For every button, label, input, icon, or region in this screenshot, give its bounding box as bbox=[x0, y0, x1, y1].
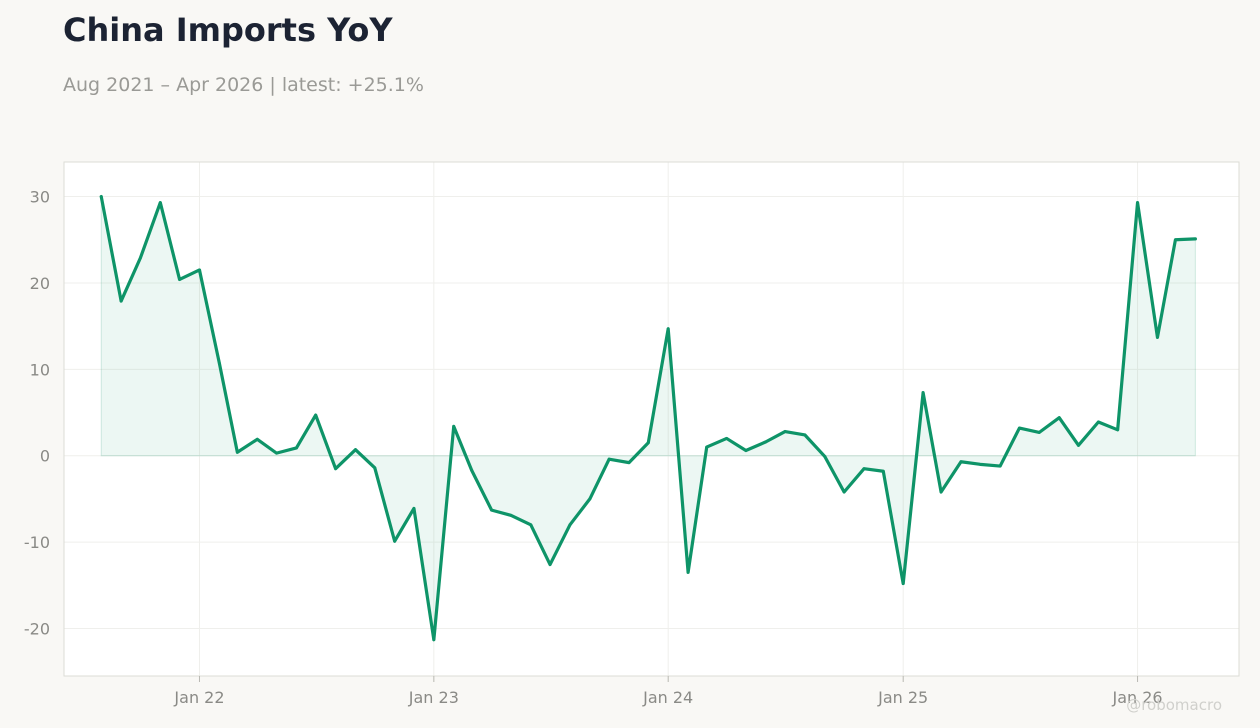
y-tick-label: 0 bbox=[40, 447, 50, 466]
data-point bbox=[334, 467, 337, 471]
data-point bbox=[1077, 443, 1080, 447]
data-point bbox=[275, 451, 278, 455]
data-point bbox=[862, 467, 866, 471]
x-tick-label: Jan 22 bbox=[173, 688, 224, 707]
data-point bbox=[509, 513, 513, 517]
data-point bbox=[235, 450, 239, 454]
y-tick-label: 20 bbox=[30, 274, 50, 293]
data-point bbox=[217, 361, 221, 365]
data-point bbox=[939, 490, 943, 494]
data-point bbox=[627, 461, 631, 465]
data-point bbox=[198, 268, 201, 272]
y-tick-label: 30 bbox=[30, 188, 50, 207]
data-point bbox=[255, 437, 259, 441]
data-point bbox=[823, 455, 827, 458]
data-point bbox=[725, 437, 729, 440]
data-point bbox=[470, 469, 474, 472]
data-point bbox=[158, 201, 162, 205]
data-point bbox=[744, 449, 748, 452]
data-point bbox=[119, 299, 123, 303]
data-point bbox=[1057, 416, 1061, 420]
data-point bbox=[373, 466, 377, 470]
x-tick-label: Jan 26 bbox=[1111, 688, 1162, 707]
data-point bbox=[705, 445, 709, 449]
x-axis: Jan 22 Jan 23 Jan 24 Jan 25 Jan 26 bbox=[173, 676, 1163, 707]
x-tick-label: Jan 23 bbox=[408, 688, 459, 707]
grid-layer bbox=[64, 162, 1239, 676]
y-tick-label: 10 bbox=[30, 360, 50, 379]
data-point bbox=[1037, 430, 1041, 434]
data-point bbox=[842, 490, 846, 494]
data-point bbox=[607, 457, 611, 461]
data-point bbox=[783, 430, 787, 433]
data-point bbox=[764, 440, 768, 444]
data-point bbox=[529, 523, 533, 527]
data-point bbox=[666, 327, 670, 331]
data-point bbox=[588, 497, 592, 501]
data-point bbox=[432, 638, 436, 642]
data-point bbox=[314, 413, 318, 417]
data-point bbox=[393, 539, 397, 543]
data-point bbox=[295, 446, 298, 450]
x-tick-label: Jan 24 bbox=[642, 688, 693, 707]
y-tick-label: -20 bbox=[24, 619, 50, 638]
data-point bbox=[452, 424, 456, 428]
plot-frame bbox=[63, 161, 1240, 677]
data-point bbox=[881, 469, 885, 473]
y-axis: -20 -10 0 10 20 30 bbox=[24, 188, 50, 639]
data-point bbox=[901, 582, 905, 585]
data-point bbox=[1193, 237, 1197, 241]
data-point bbox=[139, 256, 142, 260]
data-point bbox=[99, 195, 103, 198]
data-point bbox=[178, 278, 181, 281]
data-point bbox=[568, 523, 572, 527]
line-layer bbox=[99, 194, 1197, 642]
data-point bbox=[998, 464, 1002, 468]
data-point bbox=[646, 441, 650, 445]
x-tick-label: Jan 25 bbox=[877, 688, 928, 707]
data-point bbox=[490, 508, 494, 512]
y-tick-label: -10 bbox=[24, 533, 50, 552]
data-point bbox=[354, 448, 357, 452]
chart-title: China Imports YoY bbox=[63, 11, 393, 49]
data-point bbox=[1174, 238, 1177, 242]
data-point bbox=[1096, 420, 1100, 424]
data-point bbox=[548, 563, 552, 566]
data-point bbox=[686, 570, 690, 574]
data-point bbox=[412, 507, 416, 510]
data-point bbox=[959, 460, 963, 464]
data-point bbox=[1018, 426, 1021, 430]
data-point bbox=[1116, 428, 1120, 432]
watermark: @robomacro bbox=[1126, 696, 1222, 714]
data-point bbox=[978, 462, 982, 466]
data-point bbox=[1136, 201, 1139, 205]
data-point bbox=[1156, 335, 1159, 339]
data-point bbox=[921, 391, 925, 395]
chart-subtitle: Aug 2021 – Apr 2026 | latest: +25.1% bbox=[63, 74, 424, 96]
data-point bbox=[803, 433, 807, 437]
